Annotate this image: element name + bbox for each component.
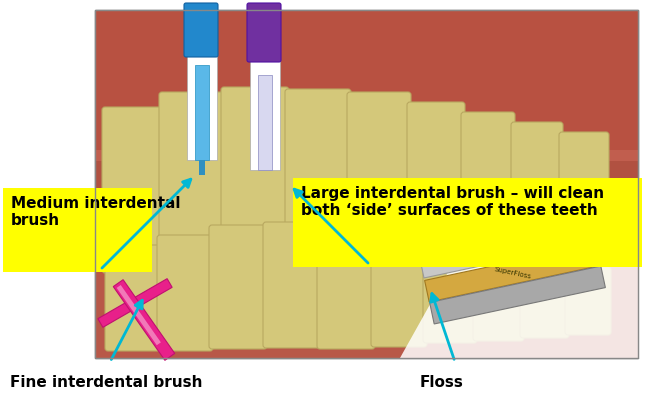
- Text: Medium interdental
brush: Medium interdental brush: [11, 196, 180, 228]
- Bar: [95, 10, 638, 358]
- Text: SuperFloss: SuperFloss: [494, 266, 532, 280]
- Bar: [98, 279, 172, 327]
- Bar: [430, 266, 605, 324]
- Bar: [117, 285, 161, 345]
- FancyBboxPatch shape: [3, 188, 152, 272]
- FancyBboxPatch shape: [221, 87, 289, 271]
- Polygon shape: [95, 10, 638, 161]
- FancyBboxPatch shape: [407, 102, 465, 263]
- FancyBboxPatch shape: [209, 225, 267, 349]
- FancyBboxPatch shape: [247, 3, 281, 62]
- FancyBboxPatch shape: [184, 3, 218, 57]
- Bar: [424, 244, 600, 302]
- Polygon shape: [400, 215, 641, 358]
- FancyBboxPatch shape: [159, 92, 225, 273]
- FancyBboxPatch shape: [347, 92, 411, 268]
- Text: Large interdental brush – will clean
both ‘side’ surfaces of these teeth: Large interdental brush – will clean bot…: [301, 186, 604, 218]
- FancyBboxPatch shape: [565, 267, 611, 335]
- Text: Floss: Floss: [420, 375, 464, 390]
- FancyBboxPatch shape: [102, 107, 163, 273]
- FancyBboxPatch shape: [559, 132, 609, 243]
- FancyBboxPatch shape: [285, 89, 351, 271]
- FancyBboxPatch shape: [105, 245, 161, 351]
- Bar: [95, 150, 638, 229]
- Bar: [199, 160, 205, 175]
- FancyBboxPatch shape: [520, 257, 569, 338]
- Bar: [420, 222, 595, 278]
- Polygon shape: [95, 222, 638, 358]
- Text: Fine interdental brush: Fine interdental brush: [10, 375, 202, 390]
- Bar: [113, 280, 174, 360]
- FancyBboxPatch shape: [511, 122, 563, 248]
- FancyBboxPatch shape: [263, 222, 321, 348]
- Bar: [250, 40, 280, 170]
- FancyBboxPatch shape: [157, 235, 213, 351]
- FancyBboxPatch shape: [423, 237, 477, 343]
- FancyBboxPatch shape: [461, 112, 515, 256]
- FancyBboxPatch shape: [317, 225, 375, 349]
- Bar: [187, 35, 217, 160]
- Bar: [195, 65, 209, 160]
- Bar: [258, 75, 272, 170]
- Bar: [95, 10, 638, 358]
- FancyBboxPatch shape: [473, 247, 524, 341]
- FancyBboxPatch shape: [371, 229, 427, 347]
- FancyBboxPatch shape: [293, 178, 642, 267]
